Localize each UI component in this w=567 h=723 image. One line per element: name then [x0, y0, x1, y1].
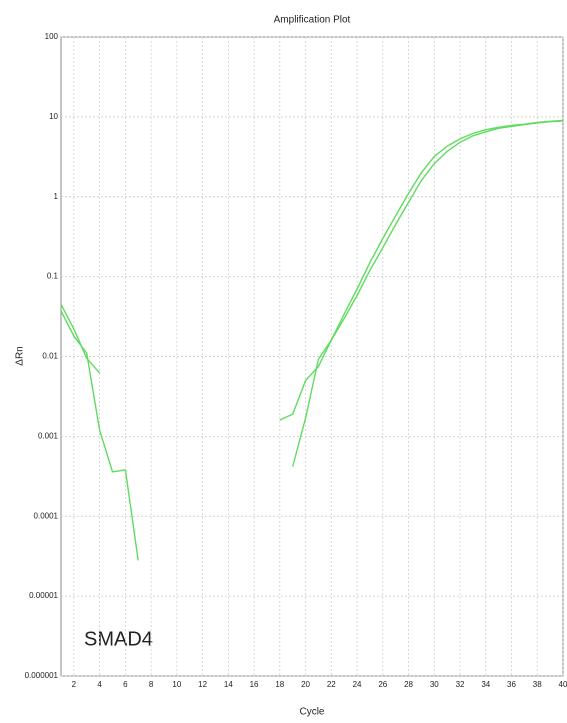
plot-frame [60, 36, 564, 677]
x-tick-label: 22 [327, 680, 336, 689]
x-tick-label: 24 [353, 680, 362, 689]
x-tick-label: 16 [250, 680, 259, 689]
y-tick-label: 0.01 [42, 352, 58, 361]
y-tick-label: 0.1 [47, 272, 59, 281]
x-tick-label: 2 [72, 680, 77, 689]
y-tick-label: 0.0001 [34, 511, 59, 520]
annotation: SMAD4 [84, 628, 153, 650]
series-line [60, 120, 564, 561]
x-tick-label: 38 [533, 680, 542, 689]
x-axis-label: Cycle [299, 707, 324, 718]
x-tick-label: 26 [378, 680, 387, 689]
y-tick-label: 0.00001 [29, 591, 58, 600]
x-tick-label: 14 [224, 680, 233, 689]
y-tick-label: 1 [54, 192, 59, 201]
y-axis-label: ΔRn [15, 346, 26, 365]
x-tick-label: 18 [275, 680, 284, 689]
x-tick-label: 8 [149, 680, 154, 689]
chart-title: Amplification Plot [274, 15, 351, 26]
x-tick-label: 30 [430, 680, 439, 689]
x-tick-label: 36 [507, 680, 516, 689]
x-tick-label: 12 [198, 680, 207, 689]
x-tick-label: 4 [97, 680, 102, 689]
x-tick-label: 32 [456, 680, 465, 689]
series-line [60, 119, 564, 421]
x-tick-label: 20 [301, 680, 310, 689]
x-tick-label: 10 [172, 680, 181, 689]
y-tick-label: 100 [45, 32, 59, 41]
x-tick-label: 34 [481, 680, 490, 689]
x-tick-label: 28 [404, 680, 413, 689]
y-tick-label: 10 [49, 112, 58, 121]
x-tick-label: 40 [559, 680, 567, 689]
y-tick-label: 0.001 [38, 431, 59, 440]
x-tick-label: 6 [123, 680, 128, 689]
y-tick-label: 0.000001 [25, 671, 59, 680]
